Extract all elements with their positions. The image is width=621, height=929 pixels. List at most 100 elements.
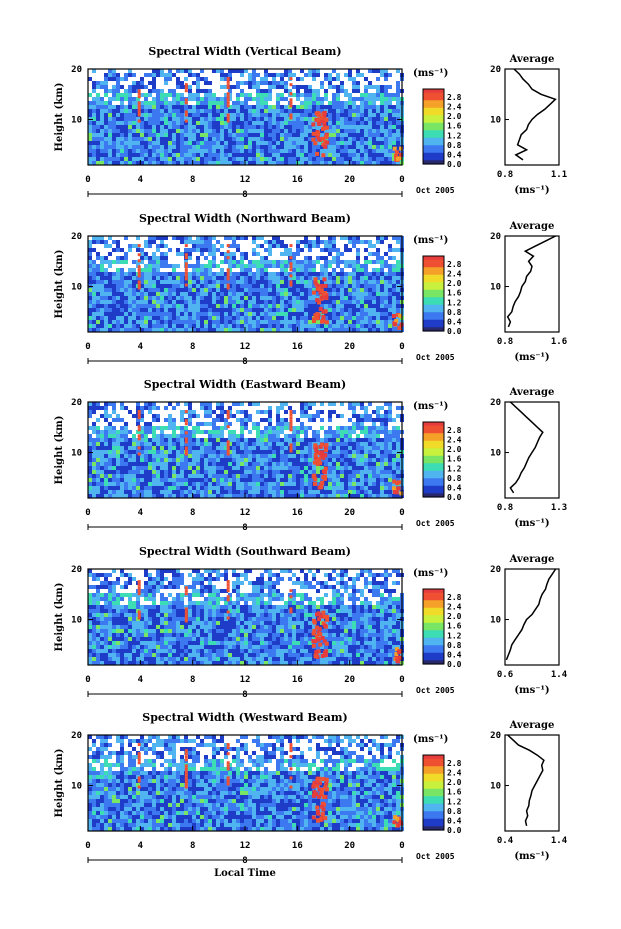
heatmap-cell xyxy=(356,308,360,312)
heatmap-cell xyxy=(320,248,324,252)
heatmap-cell xyxy=(364,153,368,157)
heatmap-cell xyxy=(313,141,318,146)
heatmap-cell xyxy=(108,121,112,125)
heatmap-cell xyxy=(216,125,220,129)
heatmap-cell xyxy=(304,240,308,244)
heatmap-cell xyxy=(260,482,264,486)
heatmap-cell xyxy=(152,308,156,312)
heatmap-cell xyxy=(168,141,172,145)
heatmap-cell xyxy=(308,153,312,157)
heatmap-cell xyxy=(212,426,216,430)
heatmap-cell xyxy=(308,458,312,462)
heatmap-cell xyxy=(144,402,148,406)
heatmap-cell xyxy=(388,105,392,109)
heatmap-cell xyxy=(96,474,100,478)
heatmap-cell xyxy=(300,312,304,316)
heatmap-cell xyxy=(108,117,112,121)
heatmap-cell xyxy=(137,268,141,272)
heatmap-cell xyxy=(232,474,236,478)
heatmap-cell xyxy=(88,462,92,466)
heatmap-cell xyxy=(220,454,224,458)
heatmap-cell xyxy=(104,81,108,85)
heatmap-cell xyxy=(180,446,184,450)
heatmap-cell xyxy=(364,296,368,300)
heatmap-cell xyxy=(264,458,268,462)
heatmap-cell xyxy=(384,260,388,264)
heatmap-cell xyxy=(332,125,336,129)
heatmap-cell xyxy=(268,89,272,93)
heatmap-cell xyxy=(112,141,116,145)
heatmap-cell xyxy=(188,157,192,161)
heatmap-cell xyxy=(92,161,96,165)
heatmap-cell xyxy=(172,280,176,284)
heatmap-cell xyxy=(212,272,216,276)
heatmap-cell xyxy=(352,260,356,264)
heatmap-cell xyxy=(264,470,268,474)
heatmap-cell xyxy=(272,324,276,328)
heatmap-cell xyxy=(376,109,380,113)
heatmap-cell xyxy=(137,89,141,93)
heatmap-cell xyxy=(256,422,260,426)
heatmap-cell xyxy=(108,292,112,296)
heatmap-cell xyxy=(244,256,248,260)
heatmap-cell xyxy=(144,256,148,260)
heatmap-cell xyxy=(316,109,320,113)
heatmap-cell xyxy=(184,105,188,109)
heatmap-cell xyxy=(124,288,128,292)
heatmap-cell xyxy=(228,434,232,438)
heatmap-cell xyxy=(124,324,128,328)
heatmap-cell xyxy=(136,85,140,89)
heatmap-cell xyxy=(340,466,344,470)
heatmap-cell xyxy=(172,320,176,324)
heatmap-cell xyxy=(284,288,288,292)
heatmap-cell xyxy=(384,434,388,438)
heatmap-cell xyxy=(276,133,280,137)
heatmap-cell xyxy=(340,478,344,482)
heatmap-cell xyxy=(108,113,112,117)
heatmap-cell xyxy=(144,93,148,97)
heatmap-cell xyxy=(184,296,188,300)
heatmap-cell xyxy=(176,109,180,113)
heatmap-cell xyxy=(156,470,160,474)
heatmap-cell xyxy=(104,486,108,490)
heatmap-cell xyxy=(292,458,296,462)
heatmap-cell xyxy=(180,236,184,240)
heatmap-cell xyxy=(276,121,280,125)
heatmap-cell xyxy=(364,478,368,482)
heatmap-cell xyxy=(268,93,272,97)
heatmap-cell xyxy=(380,145,384,149)
heatmap-cell xyxy=(132,296,136,300)
heatmap-cell xyxy=(368,121,372,125)
heatmap-cell xyxy=(276,288,280,292)
heatmap-cell xyxy=(308,69,312,73)
colorbar-tick-label: 0.8 xyxy=(447,141,462,150)
heatmap-cell xyxy=(328,145,332,149)
heatmap-cell xyxy=(272,133,276,137)
heatmap-cell xyxy=(220,406,224,410)
heatmap-cell xyxy=(172,153,176,157)
heatmap-cell xyxy=(324,244,328,248)
heatmap-cell xyxy=(304,85,308,89)
heatmap-cell xyxy=(344,304,348,308)
heatmap-cell xyxy=(372,276,376,280)
heatmap-cell xyxy=(352,470,356,474)
heatmap-cell xyxy=(96,85,100,89)
heatmap-cell xyxy=(226,244,230,248)
heatmap-cell xyxy=(368,240,372,244)
heatmap-cell xyxy=(364,482,368,486)
heatmap-cell xyxy=(260,133,264,137)
heatmap-cell xyxy=(388,458,392,462)
heatmap-cell xyxy=(308,141,312,145)
heatmap-cell xyxy=(276,430,280,434)
heatmap-cell xyxy=(356,418,360,422)
heatmap-cell xyxy=(92,101,96,105)
heatmap-cell xyxy=(304,236,308,240)
heatmap-cell xyxy=(360,300,364,304)
heatmap-cell xyxy=(168,117,172,121)
heatmap-cell xyxy=(192,129,196,133)
heatmap-cell xyxy=(144,272,148,276)
heatmap-cell xyxy=(244,137,248,141)
average-y-tick-label: 10 xyxy=(490,283,501,293)
y-tick-label: 20 xyxy=(71,232,82,242)
